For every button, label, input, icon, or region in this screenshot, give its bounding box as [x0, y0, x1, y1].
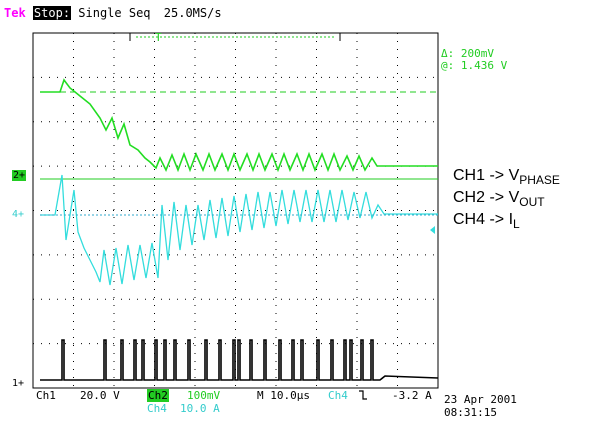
ch1-scale: 20.0 V: [80, 389, 120, 402]
cursor-at: @: 1.436 V: [441, 59, 508, 72]
ch2-label: Ch2: [147, 389, 169, 402]
trigger-level: -3.2 A: [392, 389, 432, 402]
legend-ch2: CH2 -> VOUT: [453, 189, 545, 210]
trigger-position-bar: [129, 32, 341, 41]
ch2-marker: 2+: [12, 170, 27, 181]
ch2-scale: 100mV: [187, 389, 221, 402]
graticule-grid: [33, 33, 438, 388]
trigger-level-arrow: [430, 226, 435, 234]
ch1-marker: 1+: [12, 378, 25, 389]
legend-ch4: CH4 -> IL: [453, 211, 520, 232]
brand-label: Tek: [4, 6, 26, 20]
trigger-source: Ch4: [328, 389, 348, 402]
cursor-delta: Δ: 200mV: [441, 47, 494, 60]
ch1-vphase-trace: [40, 339, 439, 381]
acq-state: Stop:: [32, 6, 72, 20]
ch1-label: Ch1: [36, 389, 56, 402]
timebase: M 10.0µs: [257, 389, 310, 402]
trigger-slope-icon: [358, 389, 368, 404]
ch4-scale: 10.0 A: [180, 402, 220, 415]
sample-rate: 25.0MS/s: [163, 6, 222, 20]
scope-header: Tek Stop: Single Seq 25.0MS/s: [4, 6, 222, 20]
ch4-il-trace: [40, 174, 438, 286]
ch2-vout-trace: [40, 78, 438, 173]
trigger-marker: T: [155, 31, 162, 44]
capture-time: 08:31:15: [444, 406, 497, 419]
legend-ch1: CH1 -> VPHASE: [453, 167, 560, 188]
capture-date: 23 Apr 2001: [444, 393, 517, 406]
ch4-marker: 4+: [12, 209, 25, 220]
ch4-label: Ch4: [147, 402, 167, 415]
acq-mode: Single Seq: [78, 6, 151, 20]
